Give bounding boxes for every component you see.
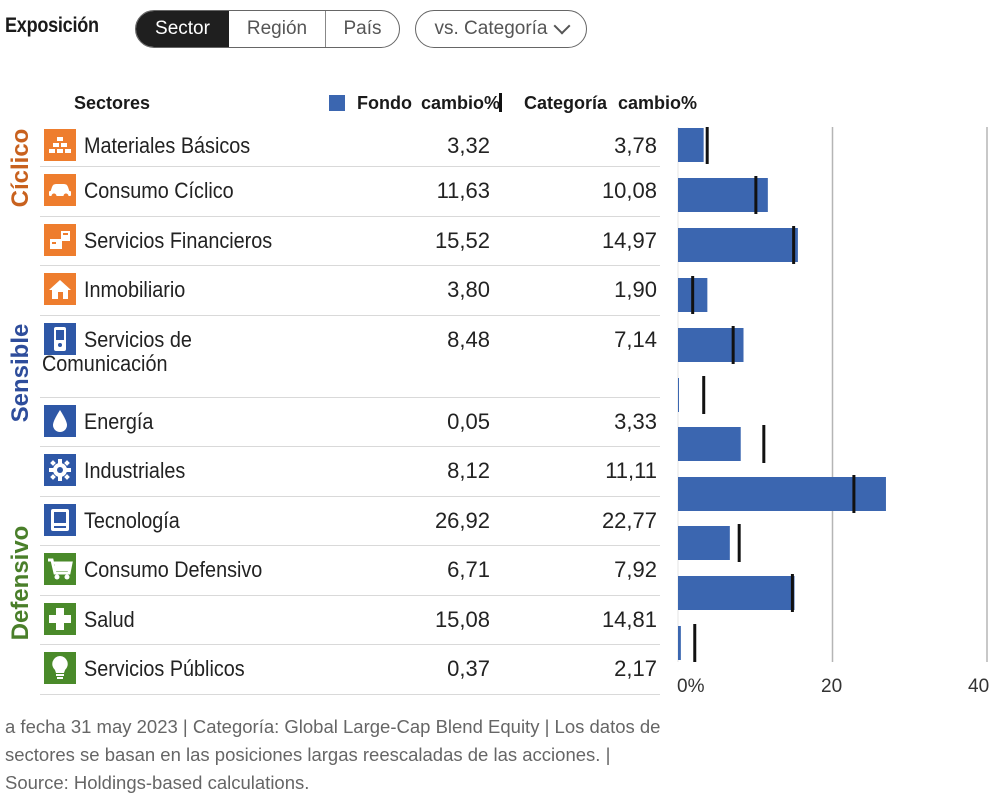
gear-icon xyxy=(44,454,76,486)
sector-label: Consumo Cíclico xyxy=(84,178,234,203)
house-icon xyxy=(44,273,76,305)
table-row: Consumo Defensivo 6,71 7,92 xyxy=(40,546,660,596)
group-label-defensive: Defensivo xyxy=(7,525,34,641)
table-row: Salud 15,08 14,81 xyxy=(40,596,660,645)
table-row: Inmobiliario 3,80 1,90 xyxy=(40,266,660,316)
fund-value: 0,37 xyxy=(447,656,490,681)
sector-label: Servicios Públicos xyxy=(84,656,245,681)
category-value: 2,17 xyxy=(614,656,657,681)
page-title: Exposición xyxy=(5,14,99,37)
fund-legend-swatch xyxy=(329,95,345,111)
computer-icon xyxy=(44,504,76,536)
fund-value: 11,63 xyxy=(436,178,490,203)
car-icon xyxy=(44,174,76,206)
fund-bar xyxy=(678,626,681,660)
category-value: 7,92 xyxy=(614,557,657,582)
col-sectors-header: Sectores xyxy=(74,93,151,113)
fund-value: 26,92 xyxy=(434,508,490,533)
table-row: Energía 0,05 3,33 xyxy=(40,398,660,447)
table-row: Servicios de Comunicación 8,48 7,14 xyxy=(40,316,660,398)
financial-icon xyxy=(44,224,76,256)
category-value: 1,90 xyxy=(614,277,657,302)
tab-region[interactable]: Región xyxy=(229,11,326,47)
fund-bar xyxy=(678,427,741,461)
sector-label-line2: Comunicación xyxy=(42,351,168,376)
footnote: a fecha 31 may 2023 | Categoría: Global … xyxy=(5,716,661,793)
sector-label: Inmobiliario xyxy=(84,277,186,302)
sector-label: Industriales xyxy=(84,458,186,483)
table-row: Servicios Financieros 15,52 14,97 xyxy=(40,217,660,266)
fund-bar xyxy=(678,228,798,262)
fund-value: 3,32 xyxy=(447,133,490,158)
fund-bar xyxy=(678,378,679,412)
fund-value: 0,05 xyxy=(447,409,490,434)
cross-icon xyxy=(44,603,76,635)
compare-dropdown[interactable]: vs. Categoría xyxy=(415,10,587,48)
fund-value: 3,80 xyxy=(447,277,490,302)
table-row: Tecnología 26,92 22,77 xyxy=(40,497,660,546)
category-value: 7,14 xyxy=(614,327,657,352)
col-fund-change-header: cambio% xyxy=(421,93,501,113)
group-label-sensitive: Sensible xyxy=(7,323,34,423)
fund-value: 15,52 xyxy=(434,228,490,253)
table-row: Materiales Básicos 3,32 3,78 xyxy=(40,127,660,167)
sector-label: Salud xyxy=(84,607,135,632)
col-category-change-header: cambio% xyxy=(618,93,698,113)
bulb-icon xyxy=(44,652,76,684)
col-category-header: Categoría xyxy=(524,93,608,113)
category-value: 10,08 xyxy=(601,178,657,203)
category-legend-tick xyxy=(499,93,502,112)
category-value: 22,77 xyxy=(601,508,657,533)
compare-label: vs. Categoría xyxy=(434,18,548,39)
category-value: 14,97 xyxy=(601,228,657,253)
x-tick-label: 40 xyxy=(968,676,990,697)
fund-value: 8,12 xyxy=(447,458,490,483)
col-fund-header: Fondo xyxy=(357,93,412,113)
x-tick-label: 0% xyxy=(677,676,705,697)
table-row: Servicios Públicos 0,37 2,17 xyxy=(40,645,660,695)
chevron-down-icon xyxy=(553,17,570,35)
fund-value: 6,71 xyxy=(447,557,490,582)
tab-country[interactable]: País xyxy=(343,18,382,39)
category-value: 3,33 xyxy=(614,409,657,434)
sector-label: Materiales Básicos xyxy=(84,133,251,158)
fund-value: 15,08 xyxy=(434,607,490,632)
group-label-cyclical: Cíclico xyxy=(7,128,34,208)
sector-label: Energía xyxy=(84,409,154,434)
sector-label: Servicios de xyxy=(84,327,192,352)
fund-value: 8,48 xyxy=(447,327,490,352)
fund-bar xyxy=(678,526,730,560)
x-tick-label: 20 xyxy=(821,676,843,697)
phone-icon xyxy=(44,323,76,355)
category-value: 14,81 xyxy=(601,607,657,632)
category-value: 3,78 xyxy=(614,133,657,158)
sector-label: Consumo Defensivo xyxy=(84,557,263,582)
table-row: Consumo Cíclico 11,63 10,08 xyxy=(40,167,660,217)
fund-bar xyxy=(678,576,795,610)
basic-materials-icon xyxy=(44,129,76,161)
sector-label: Tecnología xyxy=(84,508,180,533)
table-row: Industriales 8,12 11,11 xyxy=(40,447,660,497)
cart-icon xyxy=(44,553,76,585)
sector-label: Servicios Financieros xyxy=(84,228,273,253)
fund-bar xyxy=(678,477,886,511)
exposure-tabs: Sector Región País xyxy=(135,10,400,48)
fund-bar xyxy=(678,128,704,162)
sector-bar-chart xyxy=(677,127,988,662)
tab-sector[interactable]: Sector xyxy=(136,11,229,47)
fund-bar xyxy=(678,178,768,212)
drop-icon xyxy=(44,405,76,437)
category-value: 11,11 xyxy=(605,458,657,483)
